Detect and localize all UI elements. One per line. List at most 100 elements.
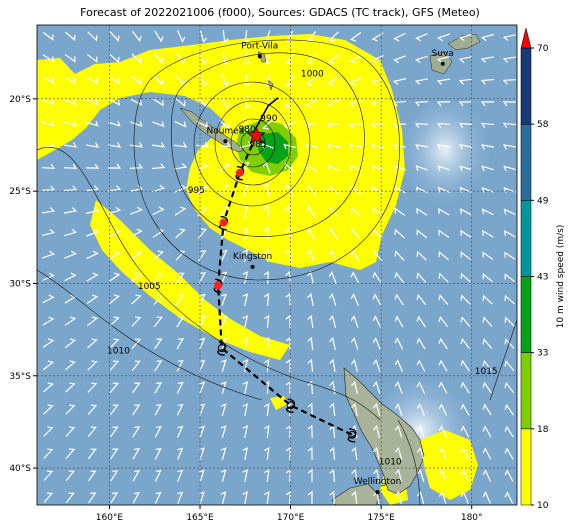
wind-barb [504, 294, 515, 305]
wind-barb [110, 448, 119, 460]
wind-barb [502, 101, 517, 107]
wind-barb [152, 184, 166, 193]
wind-barb [131, 316, 142, 327]
isobar-label: 1000 [301, 70, 324, 80]
wind-barb [414, 101, 429, 107]
city-dot [440, 61, 445, 66]
wind-barb [482, 359, 493, 372]
wind-barb [350, 249, 360, 262]
wind-barb [372, 337, 381, 350]
wind-barb [221, 74, 230, 88]
wind-barb [371, 164, 384, 171]
wind-barb [460, 359, 470, 372]
wind-barb [219, 184, 230, 195]
wind-barb [481, 165, 494, 172]
wind-barb [109, 316, 120, 327]
wind-barb [328, 31, 339, 42]
wind-barb [392, 78, 406, 86]
wind-barb [329, 336, 336, 350]
wind-barb [416, 403, 425, 416]
longitude-ticks: 160°E 165°E 170°E 175°E 180° [96, 505, 483, 523]
wind-barb [416, 381, 426, 394]
wind-barb [87, 31, 98, 42]
wind-barb [438, 403, 448, 416]
wind-barb [351, 490, 358, 505]
wind-barbs [41, 29, 517, 505]
wind-barb [416, 425, 425, 438]
wind-barb [373, 446, 380, 460]
wind-barb [64, 99, 77, 106]
wind-barb [285, 314, 291, 329]
wind-barb [328, 184, 339, 195]
wind-barb [198, 293, 206, 306]
wind-barb [110, 426, 119, 438]
wind-barb [458, 33, 472, 42]
wind-barb [174, 97, 186, 108]
wind-barb [264, 336, 270, 351]
isobar-label: 1010 [107, 347, 130, 357]
wind-barb [86, 272, 99, 282]
wind-barb [372, 315, 382, 328]
isobar-label: 1010 [379, 457, 402, 467]
wind-barb [480, 101, 495, 107]
wind-barb [416, 250, 427, 261]
wind-barb [416, 272, 427, 283]
wind-barb [307, 468, 313, 483]
wind-barb [42, 31, 54, 41]
wind-barb [394, 446, 403, 460]
wind-barb [177, 469, 184, 482]
city-markers: Port-Vila Suva Noumea Kingston Wellington [206, 41, 454, 495]
wind-barb [221, 293, 228, 306]
wind-barb [329, 446, 336, 461]
wind-barb [242, 205, 249, 218]
city-dot [257, 54, 262, 59]
map-title: Forecast of 2022021006 (f000), Sources: … [80, 6, 480, 19]
wind-barb [242, 293, 249, 306]
wind-barb [197, 206, 208, 217]
wind-barb [130, 272, 142, 283]
wind-barb [242, 183, 249, 196]
wind-barb [504, 469, 514, 482]
colorbar-tick-label: 49 [537, 196, 549, 206]
wind-barb [263, 292, 270, 307]
wind-barb [438, 250, 449, 261]
wind-barb [394, 402, 403, 416]
wind-barb [416, 490, 425, 504]
wind-barb [436, 101, 451, 107]
lat-tick-label: 25°S [9, 187, 31, 197]
colorbar-segment [520, 200, 532, 277]
wind-barb [394, 293, 404, 306]
wind-barb [326, 123, 341, 129]
colorbar-segment [520, 276, 532, 353]
map-area: 1000 990 985 980 995 1005 1010 1010 1015 Port-Vi… [37, 25, 517, 505]
wind-barb [393, 144, 407, 150]
wind-barb [285, 52, 294, 64]
wind-barb [132, 448, 141, 460]
wind-barb [437, 144, 451, 150]
wind-barb [197, 228, 208, 240]
wind-barb [63, 163, 78, 169]
wind-barb [392, 100, 407, 107]
wind-barb [416, 359, 426, 372]
wind-barb [242, 491, 248, 505]
isobar-label: 980 [239, 125, 256, 135]
track-point [217, 344, 226, 353]
wind-barb [460, 425, 470, 438]
wind-barb [42, 250, 56, 259]
wind-barb [131, 294, 142, 305]
wind-barb [350, 336, 359, 350]
wind-barb [437, 165, 450, 172]
colorbar-tick-label: 58 [537, 120, 549, 130]
wind-barb [153, 294, 164, 305]
wind-barb [460, 447, 470, 460]
wind-barb [436, 122, 451, 129]
wind-barb [43, 448, 54, 459]
wind-barb [42, 360, 55, 371]
wind-barb [285, 446, 292, 461]
wind-barb [220, 403, 227, 416]
wind-barb [327, 164, 340, 172]
wind-barb [130, 75, 142, 85]
wind-barb [129, 163, 144, 169]
wind-barb [42, 99, 55, 106]
wind-barb [108, 120, 121, 127]
